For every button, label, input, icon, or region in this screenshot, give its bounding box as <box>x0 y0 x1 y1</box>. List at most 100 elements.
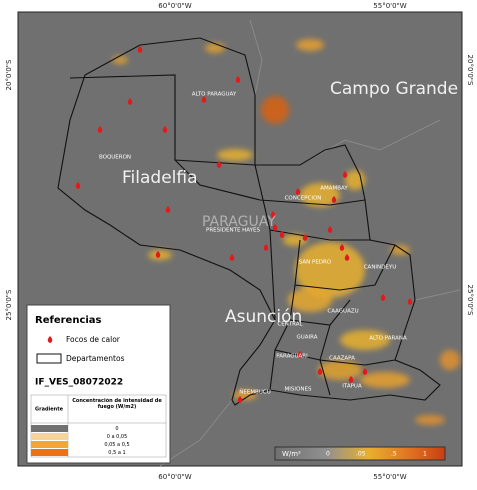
department-label: GUAIRA <box>296 335 317 341</box>
fire-marker <box>165 206 171 213</box>
legend-layer: IF_VES_08072022 <box>35 378 123 388</box>
colorbar-label: 1 <box>423 451 427 458</box>
gradient-swatch <box>31 449 68 456</box>
heat-blob <box>340 330 390 350</box>
fire-marker <box>201 96 207 103</box>
table-row-label: 0 a 0,05 <box>107 434 128 440</box>
colorbar-label: .5 <box>391 451 397 458</box>
heat-blob <box>318 360 362 380</box>
fire-marker <box>348 376 354 383</box>
fire-marker <box>162 126 168 133</box>
legend-dept-icon <box>36 353 62 364</box>
department-label: CENTRAL <box>277 322 303 328</box>
department-label: MISIONES <box>285 387 312 393</box>
fire-marker <box>155 251 161 258</box>
department-label: CONCEPCION <box>285 196 322 202</box>
grid-label: 25°0'0"S <box>466 285 474 316</box>
heat-blob <box>288 288 332 312</box>
heat-blob <box>360 372 410 388</box>
fire-markers <box>75 46 413 403</box>
heat-blob <box>415 415 445 425</box>
legend-fire-icon <box>47 336 53 343</box>
places: Campo Grande Filadelfia Asunción PARAGUA… <box>122 79 458 327</box>
colorbar-label: .05 <box>356 451 366 458</box>
legend-item: Departamentos <box>66 354 125 363</box>
fire-marker <box>270 211 276 218</box>
fire-marker <box>235 76 241 83</box>
fire-marker <box>272 224 278 231</box>
fire-marker <box>97 126 103 133</box>
legend-item: Focos de calor <box>66 335 121 344</box>
fire-marker <box>327 226 333 233</box>
department-borders <box>57 37 441 406</box>
heat-blob <box>296 39 324 51</box>
department-label: ÑEEMBUCU <box>239 389 270 396</box>
table-row-label: 0 <box>115 426 118 432</box>
fire-marker <box>344 254 350 261</box>
fire-marker <box>331 196 337 203</box>
heat-blob <box>261 96 289 124</box>
grid-label: 55°0'0"W <box>373 473 406 481</box>
place-label: Campo Grande <box>330 79 458 99</box>
colorbar: W/m² 0 .05 .5 1 <box>274 446 446 461</box>
fire-marker <box>339 244 345 251</box>
heat-blob <box>205 43 225 53</box>
gradient-swatch <box>31 425 68 432</box>
fire-marker <box>407 298 413 305</box>
fire-marker <box>342 171 348 178</box>
fire-marker <box>237 396 243 403</box>
colorbar-unit: W/m² <box>282 450 301 458</box>
fire-marker <box>302 234 308 241</box>
department-label: CAAGUAZU <box>327 309 358 315</box>
fire-marker <box>263 244 269 251</box>
grid-label: 55°0'0"W <box>373 2 406 10</box>
colorbar-label: 0 <box>326 451 330 458</box>
legend-title: Referencias <box>35 315 102 326</box>
gradient-swatch <box>31 441 68 448</box>
fire-marker <box>75 182 81 189</box>
department-label: AMAMBAY <box>320 186 348 192</box>
heat-blob <box>283 234 307 246</box>
department-label: SAN PEDRO <box>299 260 332 266</box>
place-label: Asunción <box>225 307 302 327</box>
fire-marker <box>317 368 323 375</box>
fire-marker <box>380 294 386 301</box>
department-label: PRESIDENTE HAYES <box>206 228 260 234</box>
department-label: ITAPUA <box>342 384 362 390</box>
grid-label: 20°0'0"S <box>466 55 474 86</box>
fire-marker <box>362 368 368 375</box>
department-label: CANINDEYU <box>364 265 397 271</box>
grid-label: 25°0'0"S <box>5 289 13 320</box>
grid-label: 60°0'0"W <box>158 473 191 481</box>
table-row-label: 0,5 a 1 <box>108 450 125 456</box>
fire-marker <box>297 351 303 358</box>
table-header: Gradiente <box>35 407 64 413</box>
grid-label: 60°0'0"W <box>158 2 191 10</box>
heat-blob <box>112 56 128 64</box>
fire-marker <box>137 46 143 53</box>
heat-blob <box>300 183 340 207</box>
department-label: BOQUERON <box>99 155 131 161</box>
place-label: Filadelfia <box>122 168 198 188</box>
heat-blob <box>217 149 253 161</box>
heat-blob <box>440 350 460 370</box>
heat-blob <box>390 245 410 255</box>
grid-label: 20°0'0"S <box>5 59 13 90</box>
legend: Referencias Focos de calor Departamentos… <box>26 304 171 464</box>
department-label: PARAGUARI <box>276 354 308 360</box>
fire-marker <box>229 254 235 261</box>
context-borders <box>159 19 461 467</box>
table-header: Concentración de intensidad de fuego (W/… <box>72 398 162 410</box>
fire-marker <box>279 231 285 238</box>
department-label: CAAZAPA <box>329 356 355 362</box>
colorbar-ramp <box>274 446 446 461</box>
gradient-swatch <box>31 433 68 440</box>
table-row-label: 0,05 a 0,5 <box>104 442 129 448</box>
department-label: ALTO PARANA <box>369 336 407 342</box>
fire-marker <box>295 188 301 195</box>
fire-marker <box>216 161 222 168</box>
department-label: ALTO PARAGUAY <box>192 92 237 98</box>
fire-marker <box>127 98 133 105</box>
place-label: PARAGUAY <box>202 214 276 230</box>
